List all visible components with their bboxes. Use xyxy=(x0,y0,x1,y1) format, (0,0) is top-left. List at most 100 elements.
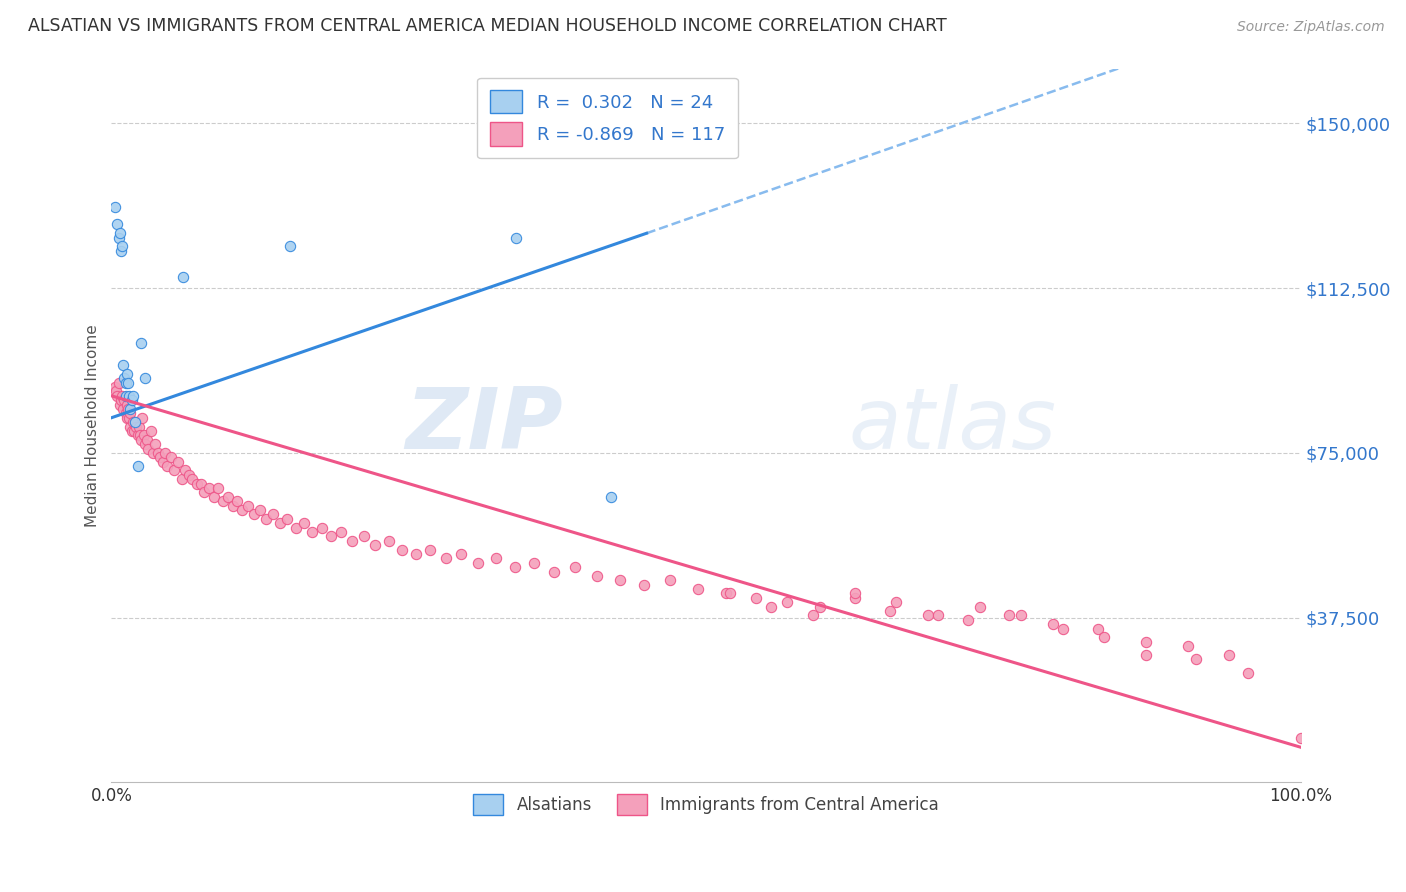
Point xyxy=(231,503,253,517)
Point xyxy=(484,551,506,566)
Point xyxy=(112,401,135,416)
Point xyxy=(1052,622,1074,636)
Point xyxy=(1010,608,1032,623)
Point xyxy=(115,398,138,412)
Legend: Alsatians, Immigrants from Central America: Alsatians, Immigrants from Central Ameri… xyxy=(463,784,949,825)
Point xyxy=(262,508,284,522)
Point xyxy=(718,586,741,600)
Point xyxy=(956,613,979,627)
Point xyxy=(127,428,149,442)
Point xyxy=(114,376,136,390)
Point xyxy=(177,467,200,482)
Point xyxy=(120,419,142,434)
Point xyxy=(340,533,363,548)
Point xyxy=(212,494,235,508)
Point xyxy=(599,490,621,504)
Point xyxy=(844,591,866,605)
Point xyxy=(108,398,131,412)
Point xyxy=(172,270,194,285)
Point xyxy=(321,529,343,543)
Point xyxy=(105,389,128,403)
Point xyxy=(129,428,152,442)
Point xyxy=(207,481,229,495)
Point xyxy=(419,542,441,557)
Point xyxy=(121,389,143,403)
Point xyxy=(156,459,179,474)
Point xyxy=(503,560,526,574)
Point xyxy=(198,481,221,495)
Point xyxy=(145,437,167,451)
Point xyxy=(776,595,799,609)
Point xyxy=(391,542,413,557)
Point xyxy=(129,433,152,447)
Point xyxy=(254,512,277,526)
Point xyxy=(301,524,323,539)
Point xyxy=(543,565,565,579)
Point xyxy=(633,577,655,591)
Point xyxy=(134,371,156,385)
Point xyxy=(111,389,134,403)
Point xyxy=(202,490,225,504)
Point xyxy=(112,358,135,372)
Point xyxy=(222,499,245,513)
Point xyxy=(917,608,939,623)
Point xyxy=(364,538,387,552)
Point xyxy=(1135,634,1157,648)
Point xyxy=(193,485,215,500)
Point xyxy=(879,604,901,618)
Point xyxy=(142,446,165,460)
Point xyxy=(190,476,212,491)
Point xyxy=(585,569,607,583)
Point xyxy=(1185,652,1208,666)
Point xyxy=(114,393,136,408)
Point xyxy=(1237,665,1260,680)
Point xyxy=(226,494,249,508)
Point xyxy=(377,533,399,548)
Point xyxy=(998,608,1021,623)
Point xyxy=(217,490,239,504)
Point xyxy=(115,410,138,425)
Point xyxy=(278,239,301,253)
Point xyxy=(124,415,146,429)
Point xyxy=(434,551,457,566)
Point xyxy=(117,376,139,390)
Point xyxy=(127,459,149,474)
Point xyxy=(132,428,155,442)
Text: Source: ZipAtlas.com: Source: ZipAtlas.com xyxy=(1237,21,1385,34)
Point xyxy=(152,455,174,469)
Point xyxy=(686,582,709,596)
Point xyxy=(716,586,738,600)
Point xyxy=(1177,639,1199,653)
Point xyxy=(124,415,146,429)
Point xyxy=(120,406,142,420)
Point xyxy=(170,472,193,486)
Point xyxy=(160,450,183,465)
Point xyxy=(249,503,271,517)
Point xyxy=(311,520,333,534)
Point xyxy=(128,419,150,434)
Point xyxy=(284,520,307,534)
Point xyxy=(118,410,141,425)
Point xyxy=(114,389,136,403)
Point xyxy=(353,529,375,543)
Point xyxy=(105,218,128,232)
Point xyxy=(107,230,129,244)
Point xyxy=(111,239,134,253)
Point xyxy=(131,410,153,425)
Point xyxy=(121,415,143,429)
Point xyxy=(467,556,489,570)
Point xyxy=(745,591,768,605)
Point xyxy=(129,336,152,351)
Point xyxy=(167,455,190,469)
Point xyxy=(114,371,136,385)
Point xyxy=(122,424,145,438)
Point xyxy=(1218,648,1240,662)
Point xyxy=(564,560,586,574)
Point xyxy=(104,200,127,214)
Point xyxy=(118,389,141,403)
Text: ZIP: ZIP xyxy=(406,384,564,467)
Point xyxy=(139,424,162,438)
Point xyxy=(609,574,631,588)
Point xyxy=(238,499,260,513)
Point xyxy=(269,516,291,531)
